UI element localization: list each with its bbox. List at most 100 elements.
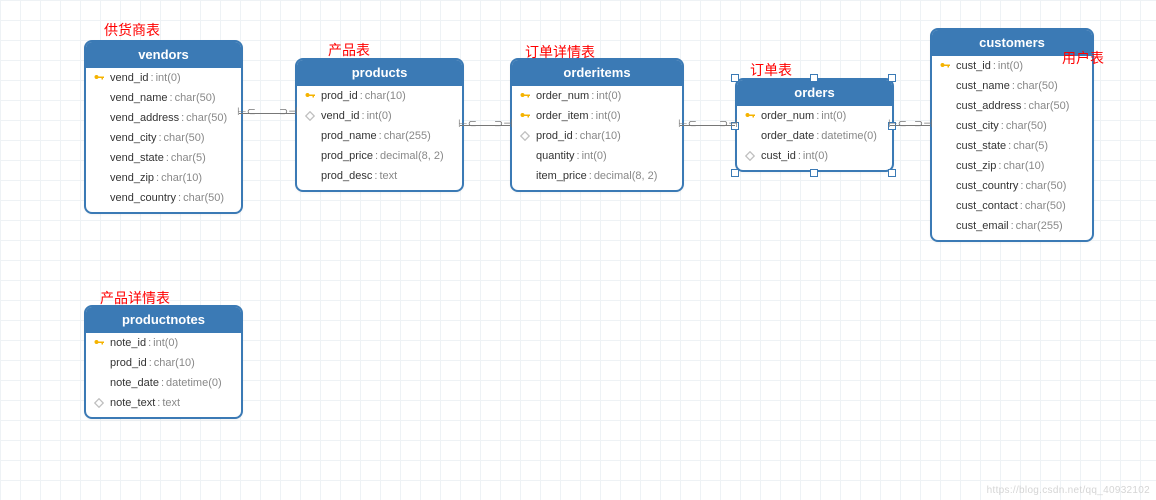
table-title: orderitems	[512, 60, 682, 86]
column-name: vend_address	[110, 110, 179, 126]
annotation-label: 订单详情表	[525, 42, 595, 62]
column-name: order_num	[536, 88, 589, 104]
crowfoot-icon: ⊃⊣	[914, 117, 933, 130]
crowfoot-icon: ⊢⊂	[678, 117, 697, 130]
column-row[interactable]: quantity: int(0)	[512, 146, 682, 166]
column-row[interactable]: cust_address: char(50)	[932, 96, 1092, 116]
column-type: char(10)	[161, 170, 202, 186]
selection-handle[interactable]	[888, 169, 896, 177]
column-row[interactable]: order_date: datetime(0)	[737, 126, 892, 146]
column-type: int(0)	[998, 58, 1023, 74]
selection-handle[interactable]	[731, 74, 739, 82]
column-row[interactable]: order_num: int(0)	[737, 106, 892, 126]
column-row[interactable]: prod_id: char(10)	[297, 86, 462, 106]
column-row[interactable]: vend_address: char(50)	[86, 108, 241, 128]
column-type: decimal(8, 2)	[380, 148, 444, 164]
column-row[interactable]: order_num: int(0)	[512, 86, 682, 106]
column-type: char(50)	[175, 90, 216, 106]
column-row[interactable]: item_price: decimal(8, 2)	[512, 166, 682, 186]
table-vendors[interactable]: vendorsvend_id: int(0)vend_name: char(50…	[84, 40, 243, 214]
column-row[interactable]: vend_country: char(50)	[86, 188, 241, 208]
table-title: orders	[737, 80, 892, 106]
foreign-key-icon	[743, 151, 757, 161]
column-row[interactable]: cust_zip: char(10)	[932, 156, 1092, 176]
column-name: vend_name	[110, 90, 168, 106]
column-type: int(0)	[367, 108, 392, 124]
column-type: char(50)	[1017, 78, 1058, 94]
column-name: cust_city	[956, 118, 999, 134]
column-type: int(0)	[582, 148, 607, 164]
table-productnotes[interactable]: productnotesnote_id: int(0)prod_id: char…	[84, 305, 243, 419]
table-orderitems[interactable]: orderitemsorder_num: int(0)order_item: i…	[510, 58, 684, 192]
column-type: char(10)	[365, 88, 406, 104]
column-name: cust_id	[956, 58, 991, 74]
table-orders[interactable]: ordersorder_num: int(0)order_date: datet…	[735, 78, 894, 172]
column-name: order_num	[761, 108, 814, 124]
watermark: https://blog.csdn.net/qq_40932102	[987, 485, 1150, 496]
column-row[interactable]: cust_city: char(50)	[932, 116, 1092, 136]
column-type: char(255)	[1016, 218, 1063, 234]
column-type: char(50)	[1025, 198, 1066, 214]
column-row[interactable]: note_date: datetime(0)	[86, 373, 241, 393]
column-row[interactable]: vend_id: int(0)	[297, 106, 462, 126]
column-row[interactable]: prod_id: char(10)	[512, 126, 682, 146]
column-row[interactable]: prod_price: decimal(8, 2)	[297, 146, 462, 166]
primary-key-icon	[92, 337, 106, 349]
foreign-key-icon	[303, 111, 317, 121]
column-row[interactable]: cust_contact: char(50)	[932, 196, 1092, 216]
column-row[interactable]: cust_name: char(50)	[932, 76, 1092, 96]
column-row[interactable]: cust_email: char(255)	[932, 216, 1092, 236]
column-type: char(10)	[580, 128, 621, 144]
column-type: char(5)	[171, 150, 206, 166]
selection-handle[interactable]	[731, 169, 739, 177]
column-name: order_date	[761, 128, 814, 144]
column-type: int(0)	[821, 108, 846, 124]
column-type: int(0)	[596, 108, 621, 124]
selection-handle[interactable]	[810, 74, 818, 82]
foreign-key-icon	[92, 398, 106, 408]
annotation-label: 产品详情表	[100, 288, 170, 308]
column-name: vend_state	[110, 150, 164, 166]
column-row[interactable]: vend_zip: char(10)	[86, 168, 241, 188]
column-row[interactable]: order_item: int(0)	[512, 106, 682, 126]
column-name: vend_id	[321, 108, 360, 124]
column-row[interactable]: cust_id: int(0)	[737, 146, 892, 166]
column-row[interactable]: prod_desc: text	[297, 166, 462, 186]
crowfoot-icon: ⊢⊂	[237, 105, 256, 118]
column-type: char(10)	[154, 355, 195, 371]
column-name: vend_id	[110, 70, 149, 86]
column-type: char(50)	[164, 130, 205, 146]
column-row[interactable]: prod_name: char(255)	[297, 126, 462, 146]
column-row[interactable]: vend_city: char(50)	[86, 128, 241, 148]
table-products[interactable]: productsprod_id: char(10)vend_id: int(0)…	[295, 58, 464, 192]
column-row[interactable]: vend_name: char(50)	[86, 88, 241, 108]
column-name: vend_city	[110, 130, 156, 146]
column-type: char(50)	[1025, 178, 1066, 194]
column-name: item_price	[536, 168, 587, 184]
column-row[interactable]: note_id: int(0)	[86, 333, 241, 353]
column-type: datetime(0)	[821, 128, 877, 144]
annotation-label: 产品表	[328, 40, 370, 60]
column-type: int(0)	[803, 148, 828, 164]
column-row[interactable]: note_text: text	[86, 393, 241, 413]
column-row[interactable]: cust_country: char(50)	[932, 176, 1092, 196]
crowfoot-icon: ⊃⊣	[279, 105, 298, 118]
column-type: char(50)	[1006, 118, 1047, 134]
primary-key-icon	[518, 110, 532, 122]
column-row[interactable]: vend_state: char(5)	[86, 148, 241, 168]
column-name: cust_contact	[956, 198, 1018, 214]
selection-handle[interactable]	[810, 169, 818, 177]
column-name: cust_country	[956, 178, 1018, 194]
column-type: decimal(8, 2)	[594, 168, 658, 184]
selection-handle[interactable]	[888, 74, 896, 82]
table-title: vendors	[86, 42, 241, 68]
column-name: prod_id	[110, 355, 147, 371]
annotation-label: 订单表	[750, 60, 792, 80]
column-row[interactable]: prod_id: char(10)	[86, 353, 241, 373]
column-name: note_text	[110, 395, 155, 411]
column-name: prod_id	[536, 128, 573, 144]
column-row[interactable]: vend_id: int(0)	[86, 68, 241, 88]
column-name: note_date	[110, 375, 159, 391]
column-row[interactable]: cust_state: char(5)	[932, 136, 1092, 156]
column-type: char(50)	[186, 110, 227, 126]
